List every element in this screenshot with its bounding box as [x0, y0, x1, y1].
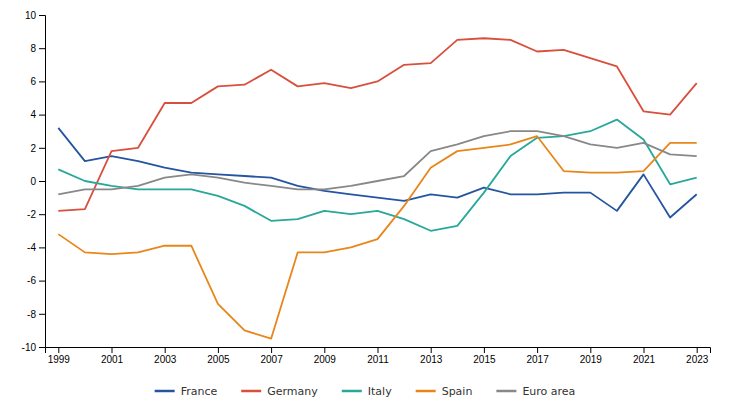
legend-item: France	[155, 385, 218, 398]
x-tick-label: 2017	[526, 354, 549, 365]
x-tick: 2011	[367, 347, 389, 365]
y-tick: 2	[30, 143, 45, 154]
x-tick-mark	[324, 347, 325, 353]
x-tick: 2021	[633, 347, 656, 365]
x-tick-label: 2021	[633, 354, 656, 365]
lines	[58, 38, 696, 338]
x-tick-mark	[218, 347, 219, 353]
y-tick-mark	[39, 214, 45, 215]
x-tick-mark	[644, 347, 645, 353]
x-tick-mark	[58, 347, 59, 353]
x-tick: 2015	[473, 347, 496, 365]
x-tick-label: 2009	[314, 354, 337, 365]
x-tick-label: 2003	[154, 354, 177, 365]
y-tick-mark	[39, 148, 45, 149]
x-tick-mark	[537, 347, 538, 353]
x-tick: 1999	[48, 347, 71, 365]
legend-item: Spain	[416, 385, 473, 398]
x-tick-mark	[378, 347, 379, 353]
y-tick: -2	[27, 209, 45, 220]
y-tick-label: 0	[30, 176, 36, 187]
x-tick-mark	[271, 347, 272, 353]
x-tick-label: 2001	[101, 354, 124, 365]
y-tick-mark	[39, 281, 45, 282]
y-tick-label: -4	[27, 242, 36, 253]
y-tick: -10	[22, 342, 45, 353]
y-tick-mark	[39, 115, 45, 116]
y-tick-label: 6	[30, 76, 36, 87]
y-tick-mark	[39, 347, 45, 348]
y-tick: -4	[27, 242, 45, 253]
x-tick-label: 2019	[580, 354, 603, 365]
x-tick: 2017	[526, 347, 549, 365]
series-line	[58, 120, 696, 231]
x-tick: 2023	[686, 347, 709, 365]
x-tick-label: 2005	[207, 354, 230, 365]
series-line	[58, 131, 696, 194]
y-axis-line	[39, 16, 46, 348]
legend: France Germany Italy Spain Euro area	[155, 385, 576, 398]
chart: 1999 2001 2003 2005 2007 2009 2011 2013 2015 2017…	[0, 0, 730, 409]
legend-swatch	[155, 390, 175, 393]
x-tick-label: 2011	[367, 354, 389, 365]
legend-label: Italy	[368, 385, 392, 398]
legend-label: Germany	[267, 385, 318, 398]
legend-label: Spain	[442, 385, 473, 398]
y-tick-mark	[39, 15, 45, 16]
legend-swatch	[416, 390, 436, 393]
series-line	[58, 136, 696, 339]
x-tick-label: 1999	[48, 354, 71, 365]
plot: 1999 2001 2003 2005 2007 2009 2011 2013 2015 2017…	[22, 10, 711, 365]
x-tick-label: 2007	[260, 354, 283, 365]
y-tick: 0	[30, 176, 45, 187]
y-tick-label: 2	[30, 143, 36, 154]
x-tick: 2013	[420, 347, 443, 365]
x-tick-label: 2015	[473, 354, 496, 365]
y-tick-label: -6	[27, 275, 36, 286]
x-tick: 2005	[207, 347, 230, 365]
legend-label: Euro area	[522, 385, 575, 398]
x-axis-line	[46, 348, 711, 354]
legend-item: Euro area	[496, 385, 575, 398]
x-tick-mark	[484, 347, 485, 353]
x-tick: 2007	[260, 347, 283, 365]
y-tick-mark	[39, 48, 45, 49]
x-tick: 2009	[314, 347, 337, 365]
y-tick-mark	[39, 81, 45, 82]
y-tick-label: 10	[25, 10, 37, 21]
y-tick-mark	[39, 247, 45, 248]
x-tick-label: 2023	[686, 354, 709, 365]
y-tick: 10	[25, 10, 45, 21]
y-tick: 8	[30, 43, 45, 54]
y-tick-mark	[39, 314, 45, 315]
legend-label: France	[181, 385, 218, 398]
y-tick: -6	[27, 275, 45, 286]
x-tick-label: 2013	[420, 354, 443, 365]
legend-swatch	[342, 390, 362, 393]
y-tick: -8	[27, 309, 45, 320]
x-tick: 2019	[580, 347, 603, 365]
x-tick-mark	[697, 347, 698, 353]
x-tick-mark	[431, 347, 432, 353]
y-tick-label: -2	[27, 209, 36, 220]
y-tick-label: 4	[30, 109, 36, 120]
x-tick-mark	[165, 347, 166, 353]
legend-swatch	[496, 390, 516, 393]
legend-item: Italy	[342, 385, 392, 398]
x-tick: 2003	[154, 347, 177, 365]
legend-item: Germany	[241, 385, 318, 398]
x-tick: 2001	[101, 347, 124, 365]
y-tick-label: -10	[22, 342, 37, 353]
series-line	[58, 38, 696, 211]
legend-swatch	[241, 390, 261, 393]
y-tick: 6	[30, 76, 45, 87]
y-tick-label: -8	[27, 309, 36, 320]
x-tick-mark	[112, 347, 113, 353]
x-tick-mark	[590, 347, 591, 353]
x-axis: 1999 2001 2003 2005 2007 2009 2011 2013 2015 2017…	[46, 347, 711, 365]
y-axis: -10 -8 -6 -4 -2 0 2 4 6 8 10	[22, 10, 46, 353]
y-tick: 4	[30, 109, 45, 120]
y-tick-label: 8	[30, 43, 36, 54]
y-tick-mark	[39, 181, 45, 182]
